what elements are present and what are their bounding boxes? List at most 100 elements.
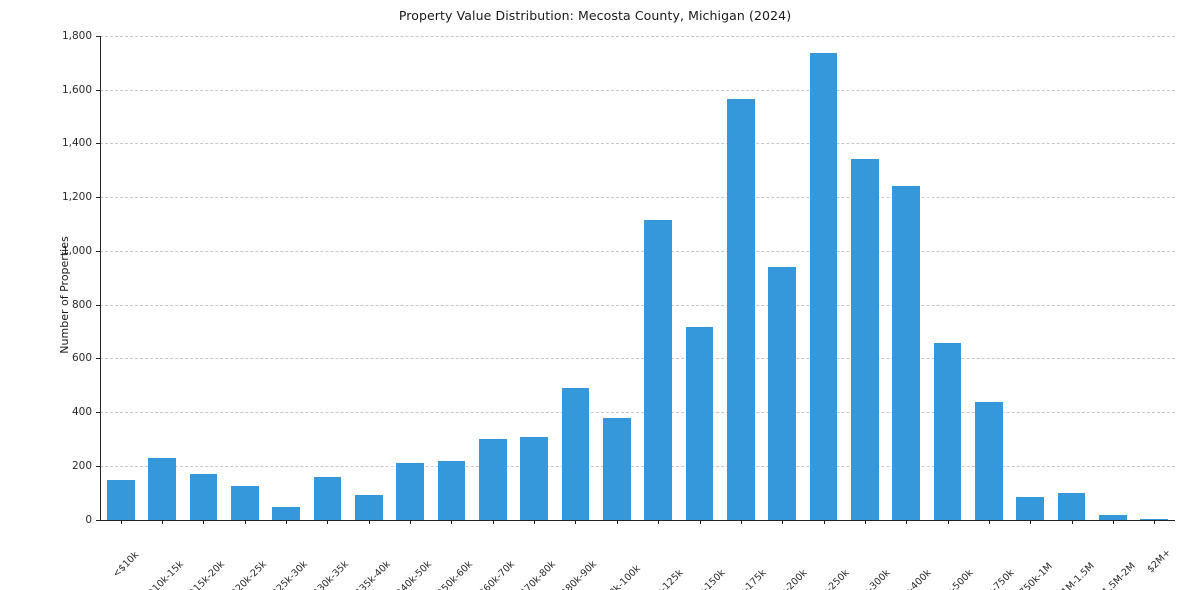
bar[interactable] bbox=[148, 458, 176, 520]
bar[interactable] bbox=[1140, 518, 1169, 520]
bar[interactable] bbox=[272, 507, 300, 520]
x-tick-label: $10k-15k bbox=[146, 527, 218, 590]
x-tick-label: $80k-90k bbox=[560, 527, 632, 590]
plot-area bbox=[100, 36, 1175, 520]
x-tick-mark bbox=[575, 519, 577, 524]
bar[interactable] bbox=[727, 98, 755, 520]
y-tick-mark bbox=[96, 412, 100, 414]
x-tick-label: $50k-60k bbox=[436, 527, 508, 590]
bar[interactable] bbox=[892, 185, 921, 520]
y-tick-mark bbox=[96, 89, 100, 91]
x-tick-label-text: $60k-70k bbox=[477, 558, 517, 590]
bar[interactable] bbox=[809, 53, 838, 520]
y-tick-label: 1,600 bbox=[61, 83, 92, 96]
x-tick-mark bbox=[327, 519, 329, 524]
x-tick-mark bbox=[162, 519, 164, 524]
x-tick-label: $15k-20k bbox=[188, 527, 260, 590]
x-tick-mark bbox=[203, 519, 205, 524]
bar[interactable] bbox=[768, 266, 797, 520]
x-tick-mark bbox=[864, 519, 866, 524]
chart-title: Property Value Distribution: Mecosta Cou… bbox=[398, 8, 792, 23]
y-tick-mark bbox=[96, 36, 100, 37]
x-tick-mark bbox=[534, 519, 536, 524]
x-tick-mark bbox=[947, 519, 949, 524]
x-tick-mark bbox=[244, 519, 246, 524]
x-tick-mark bbox=[699, 519, 701, 524]
bar[interactable] bbox=[851, 159, 879, 520]
x-tick-mark bbox=[410, 519, 412, 524]
x-axis-line bbox=[100, 519, 1175, 521]
x-tick-mark bbox=[616, 519, 618, 524]
bar[interactable] bbox=[685, 327, 714, 520]
x-tick-mark bbox=[1030, 519, 1032, 524]
bar[interactable] bbox=[1099, 514, 1127, 520]
bar[interactable] bbox=[437, 460, 466, 520]
x-tick-mark bbox=[1112, 519, 1114, 524]
x-tick-label-text: $90k-100k bbox=[598, 563, 643, 590]
bar[interactable] bbox=[1016, 497, 1045, 520]
x-tick-label: $20k-25k bbox=[229, 527, 301, 590]
x-tick-mark bbox=[658, 519, 660, 524]
bar[interactable] bbox=[106, 479, 135, 520]
x-tick-label-text: $70k-80k bbox=[518, 558, 559, 590]
x-tick-mark bbox=[120, 519, 122, 524]
bar[interactable] bbox=[1057, 492, 1086, 520]
bar[interactable] bbox=[313, 476, 342, 520]
bar[interactable] bbox=[478, 438, 507, 520]
x-tick-label-text: $1.5M-2M bbox=[1096, 560, 1138, 590]
x-tick-label-text: $20k-25k bbox=[229, 558, 269, 590]
x-tick-mark bbox=[286, 519, 288, 524]
x-tick-label: $60k-70k bbox=[477, 527, 549, 590]
x-tick-label: $1M-1.5M bbox=[1055, 527, 1130, 590]
y-tick-mark bbox=[96, 250, 100, 252]
y-tick-mark bbox=[96, 197, 100, 199]
x-tick-label-text: $50k-60k bbox=[435, 558, 476, 590]
x-tick-mark bbox=[740, 519, 742, 524]
bar[interactable] bbox=[520, 437, 548, 520]
x-tick-label-text: $40k-50k bbox=[394, 558, 435, 590]
x-tick-label: $2M+ bbox=[1145, 527, 1190, 575]
bar[interactable] bbox=[602, 417, 631, 520]
x-tick-label: $70k-80k bbox=[518, 527, 590, 590]
x-tick-label-text: $10k-15k bbox=[146, 558, 187, 590]
y-tick-label: 400 bbox=[71, 406, 92, 419]
x-tick-mark bbox=[1071, 519, 1073, 524]
x-tick-label-text: $1M-1.5M bbox=[1054, 560, 1097, 590]
x-tick-mark bbox=[368, 519, 370, 524]
x-tick-label-text: $30k-35k bbox=[311, 558, 352, 590]
x-tick-label: $30k-35k bbox=[312, 527, 384, 590]
bar[interactable] bbox=[230, 486, 259, 520]
bar[interactable] bbox=[933, 342, 962, 520]
y-tick-mark bbox=[96, 465, 100, 467]
bar[interactable] bbox=[561, 388, 590, 520]
y-tick-label: 200 bbox=[71, 459, 92, 472]
y-tick-label: 1,400 bbox=[61, 137, 92, 150]
bar-series bbox=[100, 36, 1175, 520]
y-tick-label: 600 bbox=[71, 352, 92, 365]
x-tick-label-text: $15k-20k bbox=[187, 558, 228, 590]
y-tick-label: 1,800 bbox=[61, 30, 92, 42]
y-tick-label: 800 bbox=[71, 298, 92, 311]
bar[interactable] bbox=[975, 402, 1003, 520]
y-tick-label: 0 bbox=[85, 513, 92, 526]
bar[interactable] bbox=[644, 219, 672, 520]
y-axis-line bbox=[100, 36, 101, 520]
x-tick-label-text: $35k-40k bbox=[353, 558, 393, 590]
x-tick-mark bbox=[782, 519, 784, 524]
y-tick-mark bbox=[96, 519, 100, 521]
x-tick-label-text: $100k-125k bbox=[637, 568, 685, 590]
x-tick-label: $35k-40k bbox=[353, 527, 425, 590]
y-tick-label: 1,000 bbox=[61, 244, 92, 257]
x-tick-label: $90k-100k bbox=[599, 527, 679, 590]
y-tick-mark bbox=[96, 304, 100, 306]
bar[interactable] bbox=[354, 495, 383, 520]
x-tick-label: $40k-50k bbox=[394, 527, 466, 590]
bar[interactable] bbox=[189, 474, 218, 520]
x-tick-label-text: $25k-30k bbox=[270, 558, 311, 590]
x-tick-label-text: <$10k bbox=[110, 549, 141, 580]
x-tick-mark bbox=[906, 519, 908, 524]
bar[interactable] bbox=[396, 463, 424, 520]
x-tick-mark bbox=[988, 519, 990, 524]
x-tick-mark bbox=[492, 519, 494, 524]
